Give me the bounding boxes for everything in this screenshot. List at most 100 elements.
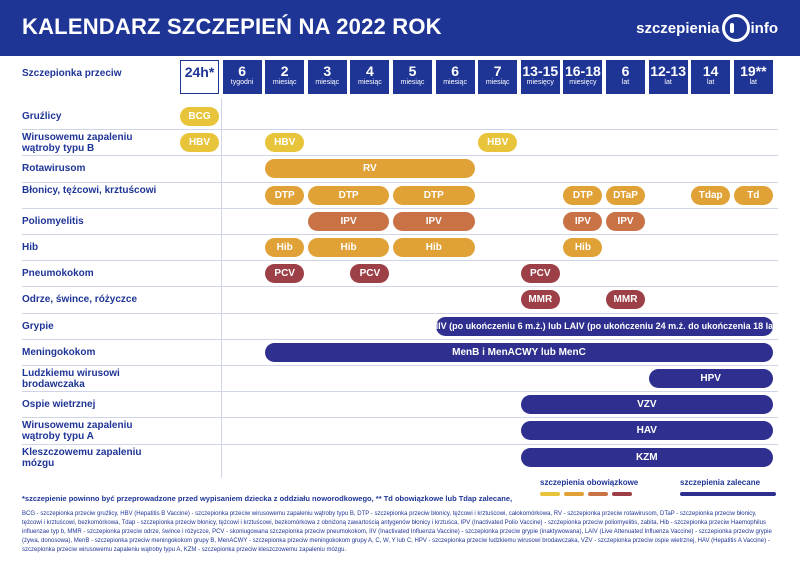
legend-label: szczepienia zalecane — [680, 478, 761, 487]
age-column-1: 6 tygodni — [222, 60, 262, 94]
age-column-7: 7 miesiąc — [478, 60, 518, 94]
row-divider — [22, 129, 778, 131]
row-label: Wirusowemu zapaleniu wątroby typu A — [22, 420, 133, 443]
row-label: Odrze, śwince, różyczce — [22, 294, 138, 306]
age-value: 6 — [451, 63, 459, 79]
dose-bar-tdap: Tdap — [691, 185, 731, 205]
dose-bar-hbv: HBV — [265, 133, 305, 153]
dose-bar-dtp: DTP — [307, 185, 390, 205]
age-value: 6 — [621, 63, 630, 79]
brand-suffix: info — [750, 19, 779, 37]
age-value: 3 — [323, 63, 332, 79]
age-column-11: 12-13 lat — [648, 60, 688, 94]
dose-bar-iiv: IIV (po ukończeniu 6 m.ż.) lub LAIV (po … — [435, 316, 773, 336]
age-column-10: 6 lat — [606, 60, 645, 94]
row-divider — [22, 207, 778, 209]
dose-bar-rv: RV — [265, 159, 475, 179]
age-column-9: 16-18 miesięcy — [563, 60, 603, 94]
header-banner: KALENDARZ SZCZEPIEŃ NA 2022 ROK szczepie… — [0, 0, 800, 56]
dose-bar-pcv: PCV — [520, 264, 560, 284]
legend-swatch — [680, 492, 776, 496]
row-divider — [22, 234, 778, 235]
age-unit: lat — [749, 79, 757, 86]
abbreviations-text: BCG - szczepionka przeciw gruźlicy, HBV … — [22, 511, 772, 553]
row-label: Grypie — [22, 320, 54, 332]
dose-bar-ipv: IPV — [393, 211, 475, 231]
column-header-label: Szczepionka przeciw — [22, 68, 122, 79]
dose-bar-hpv: HPV — [648, 369, 773, 388]
row-label: Meningokokom — [22, 346, 96, 358]
age-unit: lat — [706, 79, 715, 86]
age-unit: miesiąc — [485, 79, 510, 86]
row-divider — [22, 338, 778, 340]
age-unit: miesięcy — [569, 79, 597, 86]
age-unit: lat — [664, 79, 672, 86]
dose-bar-hbv: HBV — [478, 133, 518, 153]
age-value: 14 — [702, 63, 719, 79]
dose-bar-kzm: KZM — [520, 447, 773, 467]
row-divider — [22, 443, 778, 445]
age-unit: miesiąc — [400, 79, 425, 86]
dose-bar-dtap: DTaP — [606, 185, 645, 205]
age-column-8: 13-15 miesięcy — [520, 60, 560, 94]
dose-bar-hav: HAV — [520, 421, 773, 441]
row-divider — [22, 181, 778, 183]
dose-bar-vzv: VZV — [520, 395, 773, 415]
age-value: 5 — [408, 63, 417, 79]
age-unit: miesiąc — [443, 79, 467, 86]
dose-bar-bcg: BCG — [180, 107, 219, 126]
age-column-4: 4 miesiąc — [350, 60, 390, 94]
dose-bar-menb: MenB i MenACWY lub MenC — [265, 342, 773, 362]
age-value: 19** — [740, 63, 767, 79]
age-header: Szczepionka przeciw 24h* 6 tygodni 2 miesiąc… — [0, 60, 800, 98]
age-value: 2 — [280, 63, 289, 79]
dose-bar-pcv: PCV — [350, 264, 390, 284]
dose-bar-hib: Hib — [265, 238, 305, 257]
row-label: Ludzkiemu wirusowi brodawczaka — [22, 368, 120, 390]
dose-bar-hib: Hib — [307, 238, 390, 257]
age-column-12: 14 lat — [691, 60, 731, 94]
row-divider — [22, 391, 778, 393]
info-icon — [721, 14, 750, 42]
row-label: Kleszczowemu zapaleniu mózgu — [22, 446, 142, 469]
age-column-13: 19** lat — [733, 60, 773, 94]
column-divider — [221, 98, 223, 478]
age-value: 4 — [365, 63, 374, 79]
dose-bar-ipv: IPV — [307, 211, 390, 231]
age-column-3: 3 miesiąc — [307, 60, 347, 94]
legend-swatch — [588, 492, 608, 496]
age-value: 24h* — [184, 64, 215, 80]
age-unit: miesiąc — [272, 79, 297, 86]
dose-bar-mmr: MMR — [606, 290, 645, 310]
age-unit: miesiąc — [358, 79, 382, 86]
dose-bar-hib: Hib — [393, 238, 475, 257]
dose-bar-mmr: MMR — [520, 290, 560, 310]
row-label: Hib — [22, 242, 39, 253]
row-label: Rotawirusom — [22, 163, 86, 175]
legend-swatch — [540, 492, 560, 496]
dose-bar-dtp: DTP — [265, 185, 305, 205]
legend-swatch — [612, 492, 632, 496]
age-unit: miesięcy — [526, 79, 554, 86]
brand-logo: szczepienia info — [636, 10, 778, 46]
row-label: Gruźlicy — [22, 111, 62, 122]
row-divider — [22, 312, 778, 314]
legend-label: szczepienia obowiązkowe — [540, 478, 639, 487]
legend-swatch — [564, 492, 584, 496]
age-value: 6 — [238, 63, 246, 79]
brand-prefix: szczepienia — [636, 19, 720, 37]
age-unit: tygodni — [230, 79, 254, 86]
age-unit: lat — [621, 79, 630, 86]
dose-bar-hbv: HBV — [180, 133, 219, 153]
dose-bar-hib: Hib — [563, 238, 603, 257]
age-column-5: 5 miesiąc — [393, 60, 432, 94]
age-value: 16-18 — [564, 63, 601, 79]
age-column-2: 2 miesiąc — [265, 60, 305, 94]
age-column-0: 24h* — [180, 60, 219, 94]
dose-bar-pcv: PCV — [265, 264, 305, 284]
age-unit: miesiąc — [315, 79, 340, 86]
row-label: Błonicy, tężcowi, krztuścowi — [22, 184, 157, 196]
row-divider — [22, 155, 778, 157]
row-divider — [22, 365, 778, 366]
